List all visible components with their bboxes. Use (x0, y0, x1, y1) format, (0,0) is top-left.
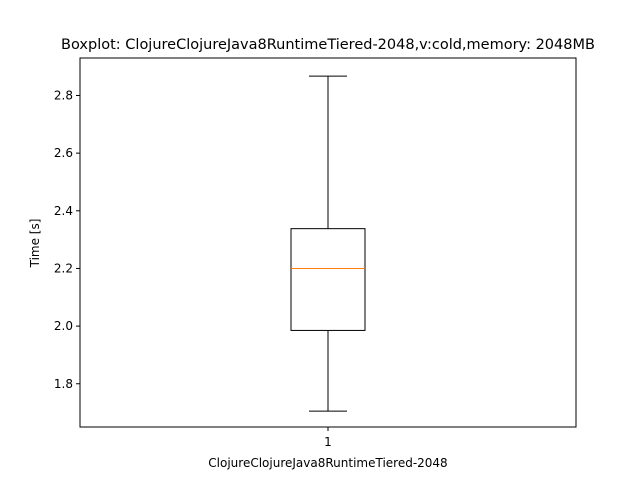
y-tick-label: 2.0 (54, 319, 73, 333)
y-tick-label: 2.4 (54, 204, 73, 218)
x-tick-label: 1 (324, 435, 332, 449)
box-iqr (290, 228, 366, 331)
y-tick-label: 2.6 (54, 146, 73, 160)
x-axis-label: ClojureClojureJava8RuntimeTiered-2048 (208, 456, 447, 470)
box-series (290, 75, 366, 412)
y-axis-ticks: 1.8 2.0 2.2 2.4 2.6 2.8 (54, 88, 80, 391)
y-tick-label: 2.8 (54, 88, 73, 102)
chart-title: Boxplot: ClojureClojureJava8RuntimeTiere… (61, 37, 595, 53)
x-axis-ticks: 1 (324, 427, 332, 449)
y-axis-label: Time [s] (28, 219, 42, 269)
y-tick-label: 2.2 (54, 261, 73, 275)
y-tick-label: 1.8 (54, 377, 73, 391)
